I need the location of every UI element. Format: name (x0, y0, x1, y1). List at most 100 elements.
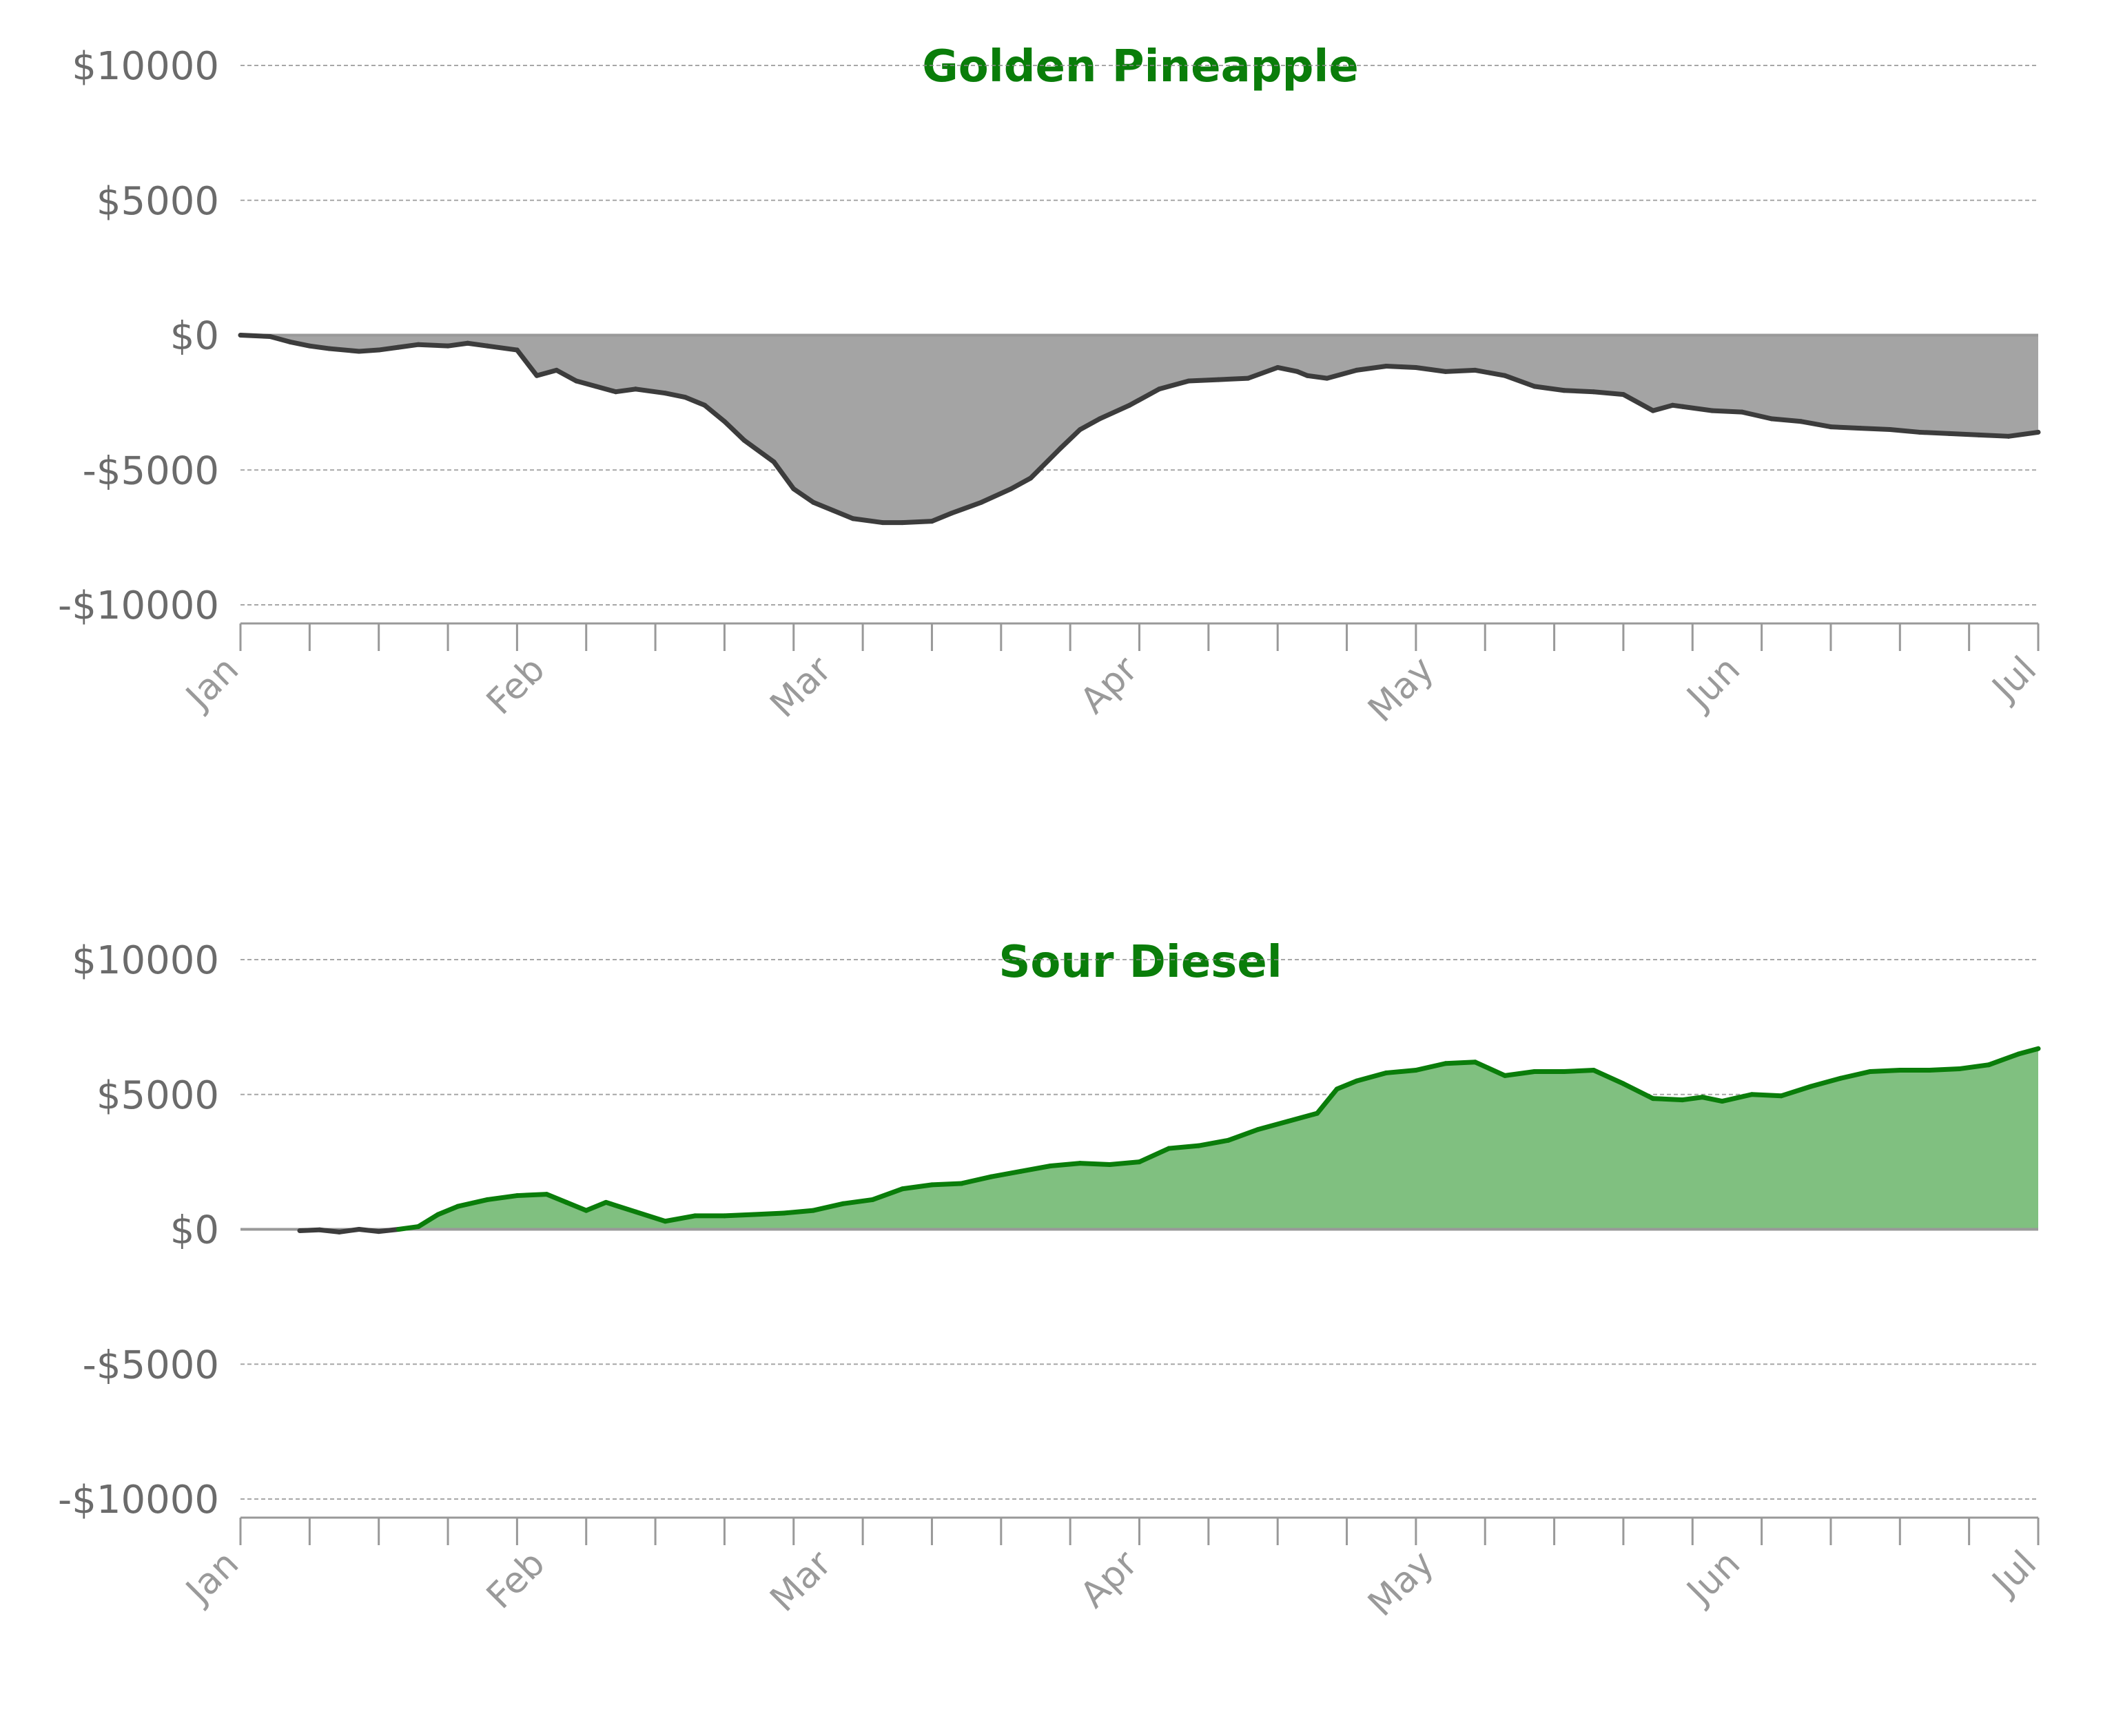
series-line-segment (1354, 1070, 1389, 1084)
series-line-segment (1710, 408, 1745, 415)
data-point (663, 391, 667, 395)
series-line-segment (1443, 1060, 1478, 1066)
series-line-segment (1196, 1137, 1231, 1148)
data-point (2007, 434, 2011, 438)
chart-title: Golden Pineapple (922, 41, 1358, 92)
series-line-segment (1384, 1068, 1419, 1075)
y-tick-label: $10000 (72, 44, 219, 89)
data-point (515, 1194, 519, 1198)
series-line-segment (514, 1192, 549, 1199)
area-fill (240, 335, 2038, 523)
x-tick-label: Apr (1073, 1542, 1146, 1615)
data-point (268, 334, 272, 338)
data-point (1977, 433, 1981, 437)
series-line-segment (356, 1227, 382, 1234)
y-tick-label: -$5000 (83, 448, 219, 493)
data-point (979, 500, 983, 504)
x-tick-label: Jan (177, 1543, 247, 1613)
y-tick-label: $0 (170, 314, 219, 359)
series-line-segment (1739, 409, 1774, 422)
data-point (792, 487, 796, 491)
data-point (1868, 1069, 1872, 1073)
series-line-segment (1473, 367, 1508, 378)
series-line-segment (1700, 1095, 1725, 1104)
data-point (535, 373, 539, 378)
data-point (1029, 476, 1033, 480)
data-point (772, 460, 776, 464)
series-line-segment (534, 367, 560, 378)
data-point (1295, 369, 1300, 373)
x-tick-label: May (1360, 1543, 1442, 1624)
data-point (564, 1200, 568, 1204)
series-line-segment (2015, 1046, 2041, 1057)
series-line-segment (721, 419, 747, 443)
data-point (1779, 1094, 1783, 1098)
y-tick-label: $5000 (96, 1073, 219, 1118)
series-line-segment (1413, 364, 1448, 374)
data-point (436, 1212, 440, 1217)
data-point (1710, 409, 1714, 413)
data-point (377, 1230, 381, 1234)
series-line-segment (1186, 377, 1221, 384)
data-point (1918, 430, 1922, 434)
series-line-segment (978, 486, 1014, 505)
series-line-segment (1956, 1062, 1991, 1072)
data-point (1562, 389, 1566, 393)
data-point (1078, 1161, 1082, 1166)
series-line-segment (1047, 1161, 1083, 1168)
data-point (544, 1192, 548, 1197)
series-line-segment (1680, 404, 1715, 413)
series-line-segment (840, 1197, 875, 1206)
chart-sour-diesel: Sour Diesel $10000 $5000 $0 -$5000 -$10000 J… (58, 937, 2044, 1624)
data-point (1384, 364, 1388, 369)
series-line-segment (1591, 389, 1626, 397)
data-point (1503, 373, 1507, 378)
series-line-segment (662, 391, 688, 400)
data-point (2036, 430, 2040, 434)
series-line-segment (1127, 386, 1162, 408)
series-line-segment (633, 1209, 668, 1224)
data-point (1315, 1111, 1320, 1115)
series-line-segment (455, 1197, 490, 1209)
x-tick-label: Feb (479, 649, 553, 723)
series-line-segment (267, 333, 293, 344)
series-line-segment (1502, 373, 1537, 389)
data-point (1078, 428, 1082, 432)
data-point (811, 1208, 815, 1212)
series-line-segment (1680, 1095, 1705, 1103)
series-line-segment (1315, 1086, 1340, 1116)
series-line-group (238, 333, 2041, 526)
series-line-segment (238, 333, 273, 339)
series-line-segment (484, 343, 520, 353)
x-tick-label: Jun (1678, 1543, 1748, 1613)
data-point (1305, 373, 1309, 378)
data-point (416, 1225, 420, 1229)
series-line-segment (2006, 429, 2041, 439)
data-point (1947, 431, 1951, 435)
data-point (1532, 1069, 1537, 1073)
series-line-segment (1798, 419, 1834, 430)
series-line-segment (929, 1181, 964, 1188)
data-point (811, 500, 815, 504)
data-point (1227, 1138, 1231, 1142)
series-line-segment (1097, 402, 1132, 422)
series-line-segment (376, 1227, 401, 1234)
data-point (1532, 384, 1537, 389)
series-line-segment (484, 1193, 520, 1202)
y-tick-label: $10000 (72, 938, 219, 983)
y-tick-label: -$10000 (58, 583, 219, 628)
data-point (1681, 1098, 1685, 1102)
data-point (1651, 1097, 1655, 1101)
series-line-segment (1650, 1096, 1685, 1103)
data-point (1246, 376, 1250, 380)
data-point (1681, 404, 1685, 409)
data-point (485, 344, 489, 348)
data-point (1621, 1082, 1625, 1086)
y-tick-label: $5000 (96, 179, 219, 224)
x-tick-label: Jul (1983, 1543, 2044, 1604)
data-point (1058, 446, 1063, 451)
y-axis: $10000 $5000 $0 -$5000 -$10000 (58, 938, 219, 1522)
x-tick-label: May (1360, 649, 1442, 730)
series-line-segment (958, 1174, 994, 1186)
